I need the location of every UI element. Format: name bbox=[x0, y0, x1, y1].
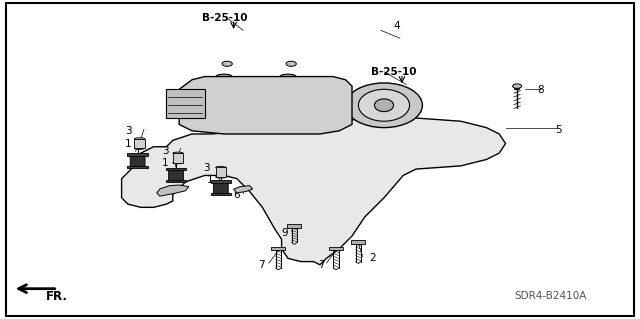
Polygon shape bbox=[157, 185, 189, 196]
Circle shape bbox=[513, 84, 522, 88]
FancyBboxPatch shape bbox=[329, 247, 343, 250]
Text: 3: 3 bbox=[203, 163, 209, 174]
FancyBboxPatch shape bbox=[173, 153, 183, 163]
Circle shape bbox=[222, 61, 232, 66]
Ellipse shape bbox=[358, 89, 410, 121]
FancyBboxPatch shape bbox=[287, 224, 301, 228]
FancyBboxPatch shape bbox=[130, 155, 145, 167]
Ellipse shape bbox=[216, 176, 226, 178]
Text: 8: 8 bbox=[538, 85, 544, 95]
Text: 2: 2 bbox=[369, 253, 376, 263]
Text: FR.: FR. bbox=[46, 290, 68, 303]
FancyBboxPatch shape bbox=[166, 167, 186, 170]
Text: 7: 7 bbox=[258, 260, 264, 270]
Text: B-25-10: B-25-10 bbox=[371, 67, 417, 77]
Text: 1: 1 bbox=[125, 138, 131, 149]
FancyBboxPatch shape bbox=[166, 89, 205, 118]
Text: 3: 3 bbox=[125, 126, 131, 136]
FancyBboxPatch shape bbox=[168, 170, 184, 181]
Text: 1: 1 bbox=[207, 175, 213, 185]
FancyBboxPatch shape bbox=[216, 167, 226, 177]
FancyBboxPatch shape bbox=[351, 240, 365, 244]
Ellipse shape bbox=[216, 74, 232, 79]
Text: B-25-10: B-25-10 bbox=[202, 12, 247, 23]
Text: 5: 5 bbox=[555, 125, 561, 135]
Ellipse shape bbox=[346, 83, 422, 128]
FancyBboxPatch shape bbox=[213, 182, 228, 194]
Ellipse shape bbox=[280, 74, 296, 79]
Text: 8: 8 bbox=[168, 185, 175, 195]
Ellipse shape bbox=[134, 138, 145, 140]
Text: SDR4-B2410A: SDR4-B2410A bbox=[514, 291, 587, 301]
Polygon shape bbox=[122, 118, 506, 265]
Polygon shape bbox=[234, 186, 253, 193]
Ellipse shape bbox=[173, 152, 183, 154]
FancyBboxPatch shape bbox=[166, 180, 186, 182]
FancyBboxPatch shape bbox=[134, 139, 145, 148]
Ellipse shape bbox=[173, 162, 183, 164]
Text: 3: 3 bbox=[162, 145, 168, 156]
Polygon shape bbox=[179, 77, 352, 134]
FancyBboxPatch shape bbox=[271, 247, 285, 250]
Text: 7: 7 bbox=[318, 260, 324, 270]
Ellipse shape bbox=[216, 167, 226, 168]
FancyBboxPatch shape bbox=[211, 193, 231, 195]
Ellipse shape bbox=[134, 147, 145, 149]
Ellipse shape bbox=[374, 99, 394, 112]
Text: 6: 6 bbox=[234, 190, 240, 200]
FancyBboxPatch shape bbox=[211, 180, 231, 183]
FancyBboxPatch shape bbox=[127, 153, 148, 156]
FancyBboxPatch shape bbox=[127, 166, 148, 168]
Text: 9: 9 bbox=[282, 228, 288, 238]
Text: 1: 1 bbox=[162, 158, 168, 168]
Text: 4: 4 bbox=[394, 20, 400, 31]
Circle shape bbox=[286, 61, 296, 66]
